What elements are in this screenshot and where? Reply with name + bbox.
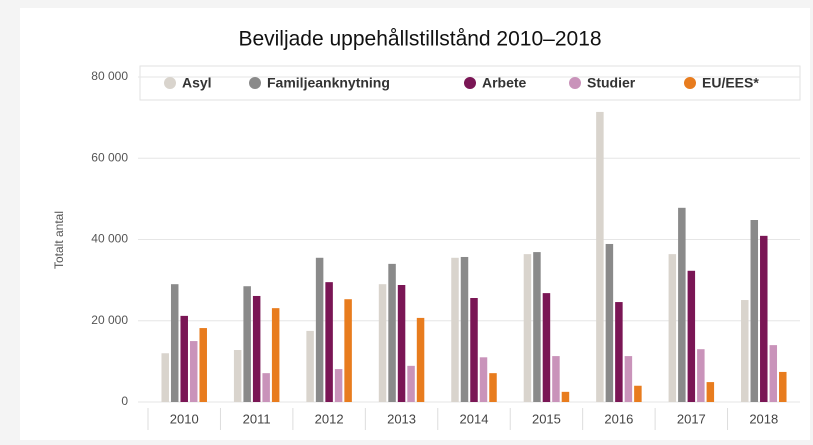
bar bbox=[325, 282, 333, 402]
bar bbox=[605, 243, 614, 402]
bar bbox=[561, 391, 570, 402]
x-tick-label: 2010 bbox=[170, 411, 199, 426]
bar bbox=[533, 252, 541, 402]
bar bbox=[779, 371, 787, 402]
bar bbox=[199, 328, 207, 402]
y-axis-label: Totalt antal bbox=[52, 211, 66, 269]
bar bbox=[262, 373, 270, 402]
bar bbox=[306, 330, 314, 402]
bar bbox=[523, 254, 532, 402]
bar bbox=[479, 357, 488, 402]
y-tick-label: 40 000 bbox=[91, 232, 128, 246]
bar bbox=[271, 308, 280, 402]
y-tick-label: 80 000 bbox=[91, 69, 128, 83]
bar bbox=[552, 356, 560, 402]
bar bbox=[668, 254, 677, 402]
bar bbox=[243, 286, 251, 402]
bar bbox=[687, 270, 696, 402]
bar bbox=[489, 373, 497, 402]
bar bbox=[233, 350, 242, 402]
legend-swatch bbox=[684, 77, 696, 89]
x-tick-label: 2016 bbox=[604, 411, 633, 426]
bar bbox=[697, 349, 705, 402]
bar bbox=[706, 382, 715, 402]
bar bbox=[750, 220, 759, 402]
bar bbox=[161, 353, 169, 402]
x-tick-label: 2017 bbox=[677, 411, 706, 426]
legend-swatch bbox=[249, 77, 261, 89]
legend-swatch bbox=[569, 77, 581, 89]
bar bbox=[378, 284, 387, 402]
bar bbox=[615, 302, 623, 402]
bar bbox=[315, 257, 324, 402]
bar bbox=[760, 235, 768, 402]
legend-swatch bbox=[164, 77, 176, 89]
bar bbox=[624, 356, 633, 402]
bar bbox=[460, 256, 469, 402]
x-tick-label: 2011 bbox=[243, 411, 271, 426]
bar bbox=[344, 299, 352, 402]
x-tick-label: 2013 bbox=[387, 411, 416, 426]
legend-swatch bbox=[464, 77, 476, 89]
bar bbox=[388, 263, 396, 402]
y-tick-label: 60 000 bbox=[91, 150, 128, 164]
bar bbox=[769, 345, 778, 402]
x-tick-label: 2015 bbox=[532, 411, 561, 426]
bar bbox=[470, 298, 478, 402]
x-tick-label: 2018 bbox=[749, 411, 778, 426]
bar bbox=[397, 285, 406, 402]
bar bbox=[189, 341, 198, 402]
legend-label: EU/EES* bbox=[702, 75, 759, 91]
x-tick-label: 2014 bbox=[460, 411, 489, 426]
y-tick-label: 20 000 bbox=[91, 313, 128, 327]
y-tick-label: 0 bbox=[121, 394, 128, 408]
bar bbox=[741, 300, 749, 402]
legend-label: Studier bbox=[587, 75, 636, 91]
legend-label: Arbete bbox=[482, 75, 527, 91]
x-tick-label: 2012 bbox=[315, 411, 344, 426]
legend-label: Asyl bbox=[182, 75, 212, 91]
bar bbox=[170, 284, 179, 402]
bar bbox=[407, 365, 415, 402]
bar bbox=[542, 293, 551, 402]
bar bbox=[596, 111, 604, 402]
bar bbox=[678, 207, 686, 402]
bar bbox=[180, 315, 188, 402]
legend-label: Familjeanknytning bbox=[267, 75, 390, 91]
bar bbox=[334, 369, 343, 402]
bar bbox=[634, 385, 642, 402]
bar bbox=[416, 317, 425, 402]
bar bbox=[451, 257, 459, 402]
bar bbox=[252, 295, 261, 402]
chart-title: Beviljade uppehållstillstånd 2010–2018 bbox=[238, 28, 601, 51]
